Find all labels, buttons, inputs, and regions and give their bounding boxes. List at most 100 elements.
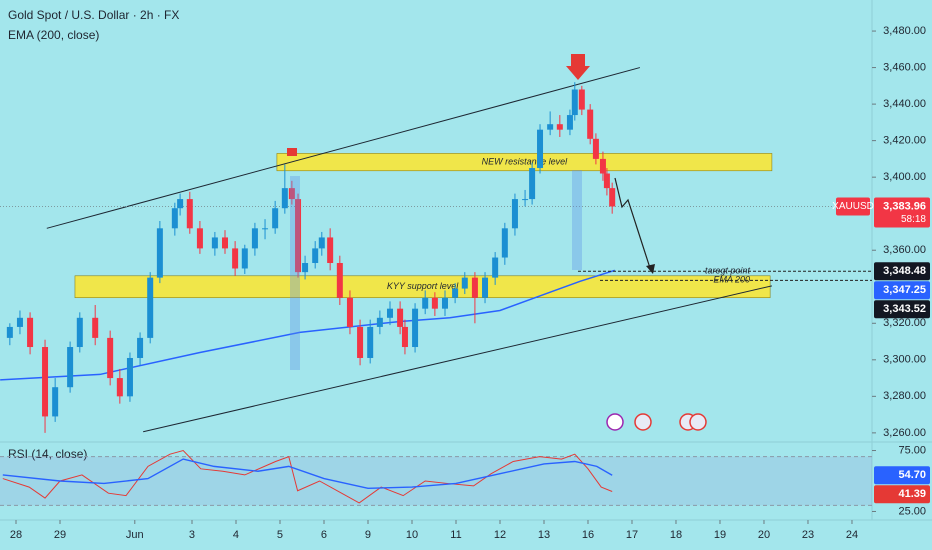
rsi-line <box>2 449 613 504</box>
candle-body <box>501 228 508 258</box>
candle-body <box>221 237 228 249</box>
price-tag <box>874 197 930 228</box>
x-tick-label: 29 <box>54 529 66 541</box>
price-tag <box>874 466 930 485</box>
candle-body <box>511 199 518 229</box>
zone-label: NEW resistance level <box>482 156 569 166</box>
x-tick-label: 24 <box>846 529 858 541</box>
candle-body <box>171 208 178 229</box>
countdown: 58:18 <box>901 214 926 225</box>
candle-body <box>547 124 554 130</box>
measure-box <box>572 170 582 270</box>
y-tick-label: 25.00 <box>898 505 926 517</box>
candle-body <box>16 317 23 327</box>
candle-body <box>587 109 594 139</box>
candle-body <box>137 337 144 358</box>
candle-body <box>599 158 606 174</box>
y-tick-label: 3,360.00 <box>883 244 926 256</box>
x-tick-label: 13 <box>538 529 550 541</box>
y-tick-label: 3,300.00 <box>883 354 926 366</box>
x-tick-label: 12 <box>494 529 506 541</box>
candle-body <box>346 297 353 327</box>
x-tick-label: 18 <box>670 529 682 541</box>
price-tag <box>874 262 930 281</box>
y-tick-label: 75.00 <box>898 444 926 456</box>
price-tag-label: 41.39 <box>898 488 926 500</box>
candle-body <box>452 288 459 298</box>
price-tag <box>874 300 930 319</box>
x-tick-label: 20 <box>758 529 770 541</box>
zone-label: KYY support level <box>387 281 459 291</box>
candle-body <box>251 228 258 249</box>
sell-arrow <box>566 54 590 80</box>
candle-body <box>262 228 269 230</box>
x-tick-label: 28 <box>10 529 22 541</box>
rsi-band <box>0 456 872 506</box>
price-tag <box>874 485 930 504</box>
candle-body <box>397 308 404 327</box>
x-tick-label: 17 <box>626 529 638 541</box>
candle-body <box>401 326 408 348</box>
y-tick-label: 3,320.00 <box>883 317 926 329</box>
x-tick-label: Jun <box>126 529 144 541</box>
candle-body <box>522 199 529 201</box>
candle-body <box>537 129 544 169</box>
candle-body <box>336 263 343 298</box>
y-tick-label: 3,420.00 <box>883 135 926 147</box>
ema-line <box>0 269 616 381</box>
channel-line <box>46 67 641 229</box>
candle-body <box>357 326 364 358</box>
candle-body <box>566 115 573 130</box>
candle-body <box>281 188 288 209</box>
x-tick-label: 6 <box>321 529 327 541</box>
channel-line <box>143 285 773 433</box>
candle-body <box>422 297 429 309</box>
candle-body <box>492 257 499 278</box>
candle-body <box>196 228 203 249</box>
icon <box>689 413 707 431</box>
candle-body <box>295 199 302 273</box>
level-label: taregt point <box>705 266 751 276</box>
x-tick-label: 5 <box>277 529 283 541</box>
candle-body <box>302 263 309 273</box>
y-tick-label: 3,260.00 <box>883 427 926 439</box>
price-tag-label: 3,348.48 <box>883 265 926 277</box>
candle-body <box>147 277 154 338</box>
candle-body <box>482 277 489 298</box>
x-tick-label: 3 <box>189 529 195 541</box>
price-tag-label: 3,343.52 <box>883 303 926 315</box>
candle-body <box>327 237 334 264</box>
candle-body <box>412 308 419 348</box>
forecast-arrow <box>614 177 651 269</box>
candle-body <box>92 317 99 338</box>
price-tag <box>874 281 930 300</box>
candle-body <box>367 326 374 358</box>
event-icons <box>606 413 707 431</box>
price-tag-label: 54.70 <box>898 469 926 481</box>
x-tick-label: 10 <box>406 529 418 541</box>
candle-body <box>461 277 468 289</box>
candle-body <box>211 237 218 249</box>
candle-body <box>529 168 536 200</box>
candle-body <box>67 347 74 388</box>
candle-body <box>156 228 163 278</box>
candle-body <box>386 308 393 318</box>
candle-body <box>232 248 239 269</box>
candle-body <box>42 347 49 417</box>
icon <box>634 413 652 431</box>
level-label: EMA 200 <box>713 275 750 285</box>
y-tick-label: 3,280.00 <box>883 390 926 402</box>
candle-body <box>592 138 599 159</box>
candle-body <box>471 277 478 298</box>
candle-body <box>288 188 295 200</box>
x-tick-label: 23 <box>802 529 814 541</box>
rsi-line <box>2 458 613 490</box>
candle-body <box>116 378 123 397</box>
candle-body <box>441 297 448 309</box>
candle-body <box>431 297 438 309</box>
candle-body <box>376 317 383 327</box>
x-tick-label: 11 <box>450 529 461 541</box>
y-tick-label: 3,400.00 <box>883 171 926 183</box>
